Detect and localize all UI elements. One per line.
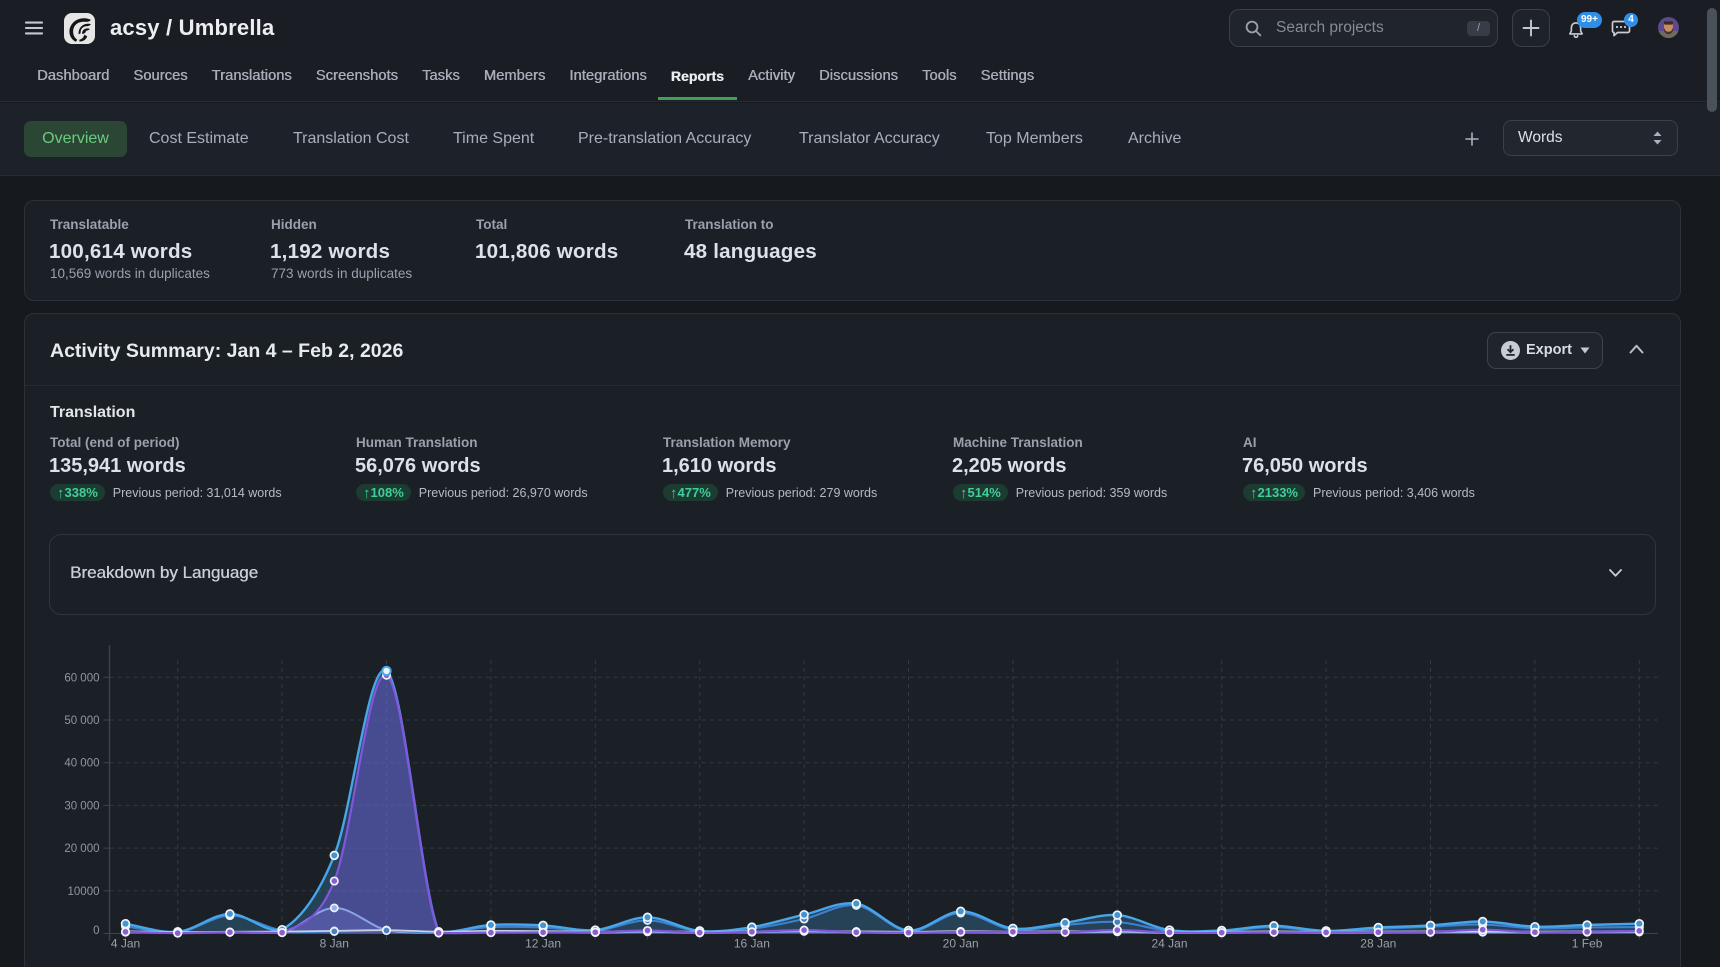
- svg-text:20 000: 20 000: [64, 843, 99, 855]
- svg-text:60 000: 60 000: [64, 672, 99, 684]
- svg-text:28 Jan: 28 Jan: [1360, 937, 1396, 951]
- svg-text:20 Jan: 20 Jan: [943, 937, 979, 951]
- svg-text:30 000: 30 000: [64, 800, 99, 812]
- svg-text:1 Feb: 1 Feb: [1572, 937, 1603, 951]
- svg-text:24 Jan: 24 Jan: [1151, 937, 1187, 951]
- svg-text:10000: 10000: [68, 886, 100, 898]
- svg-text:16 Jan: 16 Jan: [734, 937, 770, 951]
- svg-text:12 Jan: 12 Jan: [525, 937, 561, 951]
- svg-text:40 000: 40 000: [64, 758, 99, 770]
- svg-text:0: 0: [93, 925, 99, 937]
- svg-text:50 000: 50 000: [64, 715, 99, 727]
- svg-text:4 Jan: 4 Jan: [111, 937, 140, 951]
- svg-text:8 Jan: 8 Jan: [320, 937, 349, 951]
